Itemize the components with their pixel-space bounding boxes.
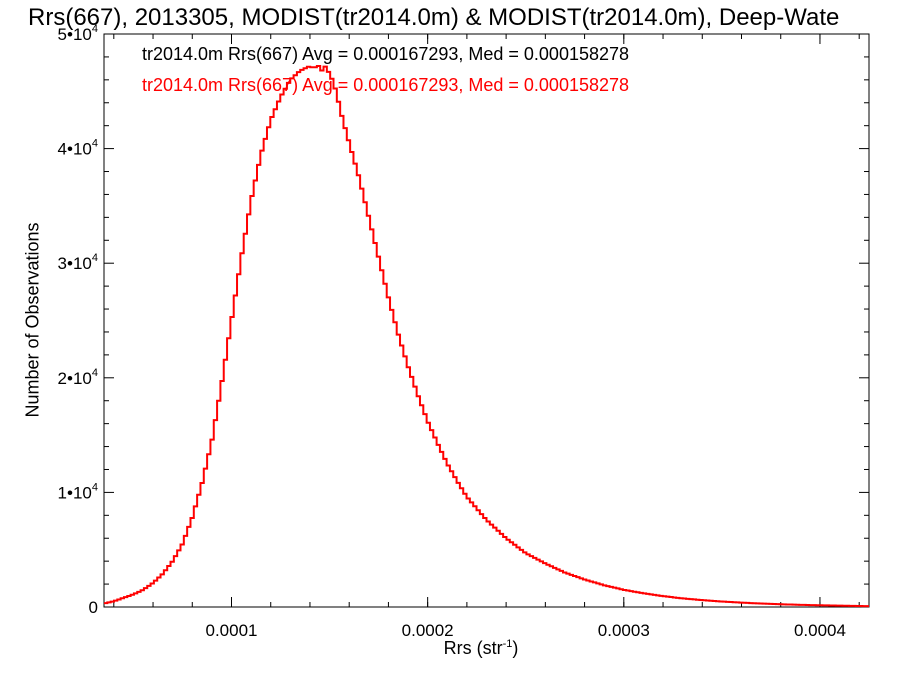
- y-tick-label-5: 5•104: [58, 23, 98, 44]
- y-tick-label-3: 3•104: [58, 252, 98, 273]
- y-axis-label: Number of Observations: [22, 222, 43, 418]
- x-tick-label-3: 0.0004: [794, 621, 846, 640]
- chart-title: Rrs(667), 2013305, MODIST(tr2014.0m) & M…: [28, 4, 840, 31]
- legend-entry-black: tr2014.0m Rrs(667) Avg = 0.000167293, Me…: [142, 44, 630, 64]
- y-tick-label-0: 0: [89, 598, 98, 617]
- y-tick-label-1: 1•104: [58, 481, 98, 502]
- x-tick-label-1: 0.0002: [402, 621, 454, 640]
- y-ticks: 0 1•104 2•104 3•104 4•104 5•104: [58, 23, 869, 617]
- histogram-series-red: [104, 65, 869, 608]
- x-axis-label: Rrs (str-1): [443, 638, 519, 658]
- y-tick-label-4: 4•104: [58, 138, 98, 159]
- legend-entry-red: tr2014.0m Rrs(667) Avg = 0.000167293, Me…: [142, 75, 630, 95]
- x-tick-label-2: 0.0003: [598, 621, 650, 640]
- x-tick-label-0: 0.0001: [206, 621, 258, 640]
- x-ticks: 0.0001 0.0002 0.0003 0.0004: [113, 34, 860, 640]
- y-tick-label-2: 2•104: [58, 367, 98, 388]
- plot-frame: [103, 33, 870, 608]
